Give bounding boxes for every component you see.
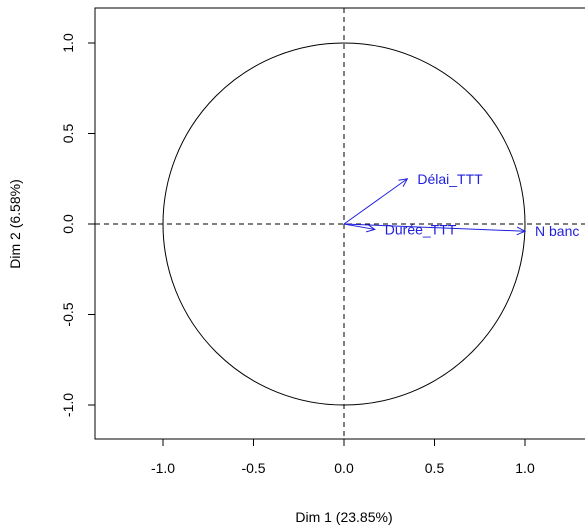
arrow-shaft — [343, 178, 408, 225]
variable-arrow-2: N banc — [343, 223, 579, 239]
correlation-circle — [162, 42, 526, 406]
x-tick-label-0: -1.0 — [151, 460, 175, 476]
y-axis-label: Dim 2 (6.58%) — [7, 179, 23, 268]
x-tick-label-3: 0.5 — [425, 460, 445, 476]
variable-label: Délai_TTT — [417, 171, 483, 187]
x-tick-label-1: -0.5 — [241, 460, 265, 476]
arrow-head — [398, 178, 409, 187]
variable-label: N banc — [535, 223, 579, 239]
arrow-shaft — [343, 223, 375, 230]
y-tick-label-3: 0.5 — [60, 124, 76, 144]
plot-area: Délai_TTT Durée_TTT N banc — [95, 8, 585, 439]
x-tick-label-4: 1.0 — [515, 460, 535, 476]
arrow-shaft — [343, 223, 526, 232]
variable-arrow-0: Délai_TTT — [343, 171, 483, 225]
y-tick-label-0: -1.0 — [60, 393, 76, 417]
arrow-head — [365, 223, 376, 233]
y-tick-label-1: -0.5 — [60, 302, 76, 326]
y-tick-label-2: 0.0 — [60, 214, 76, 234]
variable-arrow-1: Durée_TTT — [343, 221, 457, 237]
arrow-head — [516, 226, 527, 236]
x-axis-label: Dim 1 (23.85%) — [295, 509, 392, 525]
y-tick-label-4: 1.0 — [60, 33, 76, 53]
variable-label: Durée_TTT — [385, 221, 457, 237]
x-tick-label-2: 0.0 — [334, 460, 354, 476]
axes: -1.0 -0.5 0.0 0.5 1.0 -1.0 -0.5 0.0 0.5 1.0 — [60, 7, 585, 476]
